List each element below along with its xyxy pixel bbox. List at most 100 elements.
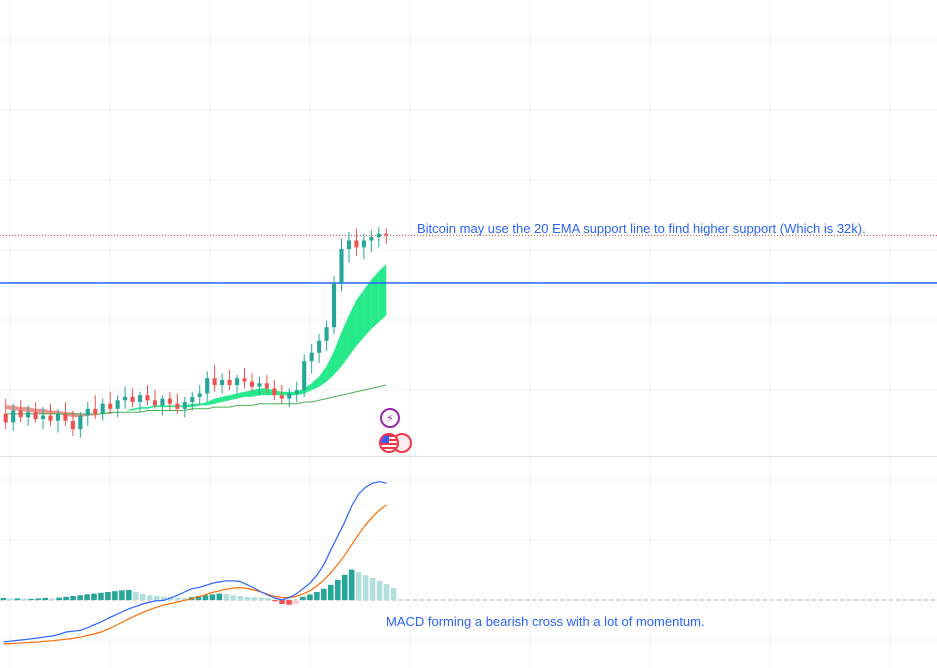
candle-body xyxy=(384,233,389,236)
histogram-bar xyxy=(328,584,334,600)
candle-body xyxy=(78,415,83,430)
histogram-bar xyxy=(70,596,76,600)
candle-body xyxy=(108,403,113,409)
histogram-bar xyxy=(216,593,223,600)
histogram-bar xyxy=(202,595,209,600)
histogram-bar xyxy=(230,595,237,600)
price-annotation[interactable]: Bitcoin may use the 20 EMA support line … xyxy=(417,221,866,236)
histogram-bar xyxy=(0,598,7,600)
candle-body xyxy=(279,395,284,399)
candle-body xyxy=(317,340,322,353)
histogram-bar xyxy=(84,594,90,600)
candle-body xyxy=(361,240,366,248)
histogram-bar xyxy=(139,594,146,600)
macd-lines xyxy=(3,480,387,645)
us-flag-canton xyxy=(381,435,389,443)
histogram-bar xyxy=(355,572,362,600)
candle-body xyxy=(182,402,187,409)
candle-body xyxy=(242,378,247,382)
histogram-bar xyxy=(181,598,188,600)
candle-body xyxy=(257,383,262,387)
candle-body xyxy=(3,413,8,423)
candle-body xyxy=(309,352,314,362)
histogram-bar xyxy=(126,590,132,600)
candle-body xyxy=(331,283,337,328)
histogram-bar xyxy=(35,598,42,600)
us-flag-icon[interactable] xyxy=(378,432,416,454)
histogram-bar xyxy=(293,600,299,604)
candle-body xyxy=(369,237,374,241)
ema-ribbon-segment xyxy=(348,300,357,357)
candle-body xyxy=(339,249,344,283)
candle-body xyxy=(205,378,210,394)
histogram-bar xyxy=(112,591,118,600)
ema-ribbon-segment xyxy=(214,396,223,404)
ema-ribbon-segment xyxy=(43,408,51,414)
candle-body xyxy=(220,379,225,385)
candle-body xyxy=(287,393,292,399)
ema-ribbon-segment xyxy=(13,405,21,411)
histogram-bar xyxy=(265,598,271,600)
histogram-bar xyxy=(7,598,14,600)
histogram-bar xyxy=(223,594,230,600)
ema-ribbon-segment xyxy=(334,332,342,375)
candle-body xyxy=(160,398,165,406)
candle-body xyxy=(93,408,98,414)
ema-ribbon xyxy=(5,264,387,418)
candle-body xyxy=(70,420,75,430)
candle-body xyxy=(40,415,46,419)
histogram-bar xyxy=(49,598,56,600)
ema-ribbon-segment xyxy=(371,271,379,329)
candle-body xyxy=(26,412,31,418)
histogram-bar xyxy=(348,569,355,600)
ema-ribbon-segment xyxy=(311,376,320,391)
histogram-bar xyxy=(286,600,292,605)
ema-ribbon-segment xyxy=(5,405,14,411)
ema-ribbon-segment xyxy=(222,395,230,402)
candle-body xyxy=(354,240,359,248)
histogram-bar xyxy=(244,596,251,600)
ema-ribbon-segment xyxy=(147,405,155,409)
histogram-bar xyxy=(321,588,327,600)
ema-ribbon-segment xyxy=(199,402,208,406)
histogram-bar xyxy=(153,596,160,600)
candle-body xyxy=(302,361,307,391)
histogram-bar xyxy=(300,596,306,600)
ema-ribbon-segment xyxy=(132,407,141,411)
histogram-bar xyxy=(119,590,125,600)
candle-body xyxy=(130,396,135,402)
histogram-bar xyxy=(209,594,216,600)
histogram-bar xyxy=(98,592,104,600)
candle-body xyxy=(152,400,158,406)
histogram-bar xyxy=(383,584,390,600)
ema-ribbon-segment xyxy=(237,391,245,399)
candle-body xyxy=(346,240,352,249)
candles xyxy=(3,226,389,438)
ema-ribbon-segment xyxy=(259,388,267,396)
candle-body xyxy=(123,396,128,401)
histogram-bar xyxy=(307,594,313,600)
macd-line xyxy=(3,480,387,643)
ema-ribbon-segment xyxy=(229,393,238,401)
ema-ribbon-segment xyxy=(154,405,163,408)
histogram-bar xyxy=(174,597,181,600)
signal-line xyxy=(3,504,387,645)
ema-ribbon-segment xyxy=(356,289,364,346)
histogram-bar xyxy=(56,597,62,600)
lightning-icon[interactable]: ⚡ xyxy=(380,408,400,428)
histogram-bar xyxy=(14,598,21,600)
candle-body xyxy=(33,412,38,419)
candle-body xyxy=(55,413,61,421)
histogram-bar xyxy=(21,598,28,600)
ema-ribbon-segment xyxy=(20,407,29,413)
ema-ribbon-segment xyxy=(50,410,58,414)
histogram-bar xyxy=(272,600,278,602)
ema-ribbon-segment xyxy=(28,407,36,413)
histogram-bar xyxy=(91,593,97,600)
macd-histogram xyxy=(0,569,397,605)
ema-ribbon-segment xyxy=(363,279,372,338)
macd-annotation[interactable]: MACD forming a bearish cross with a lot … xyxy=(386,614,705,629)
long-ema-line xyxy=(5,384,387,415)
